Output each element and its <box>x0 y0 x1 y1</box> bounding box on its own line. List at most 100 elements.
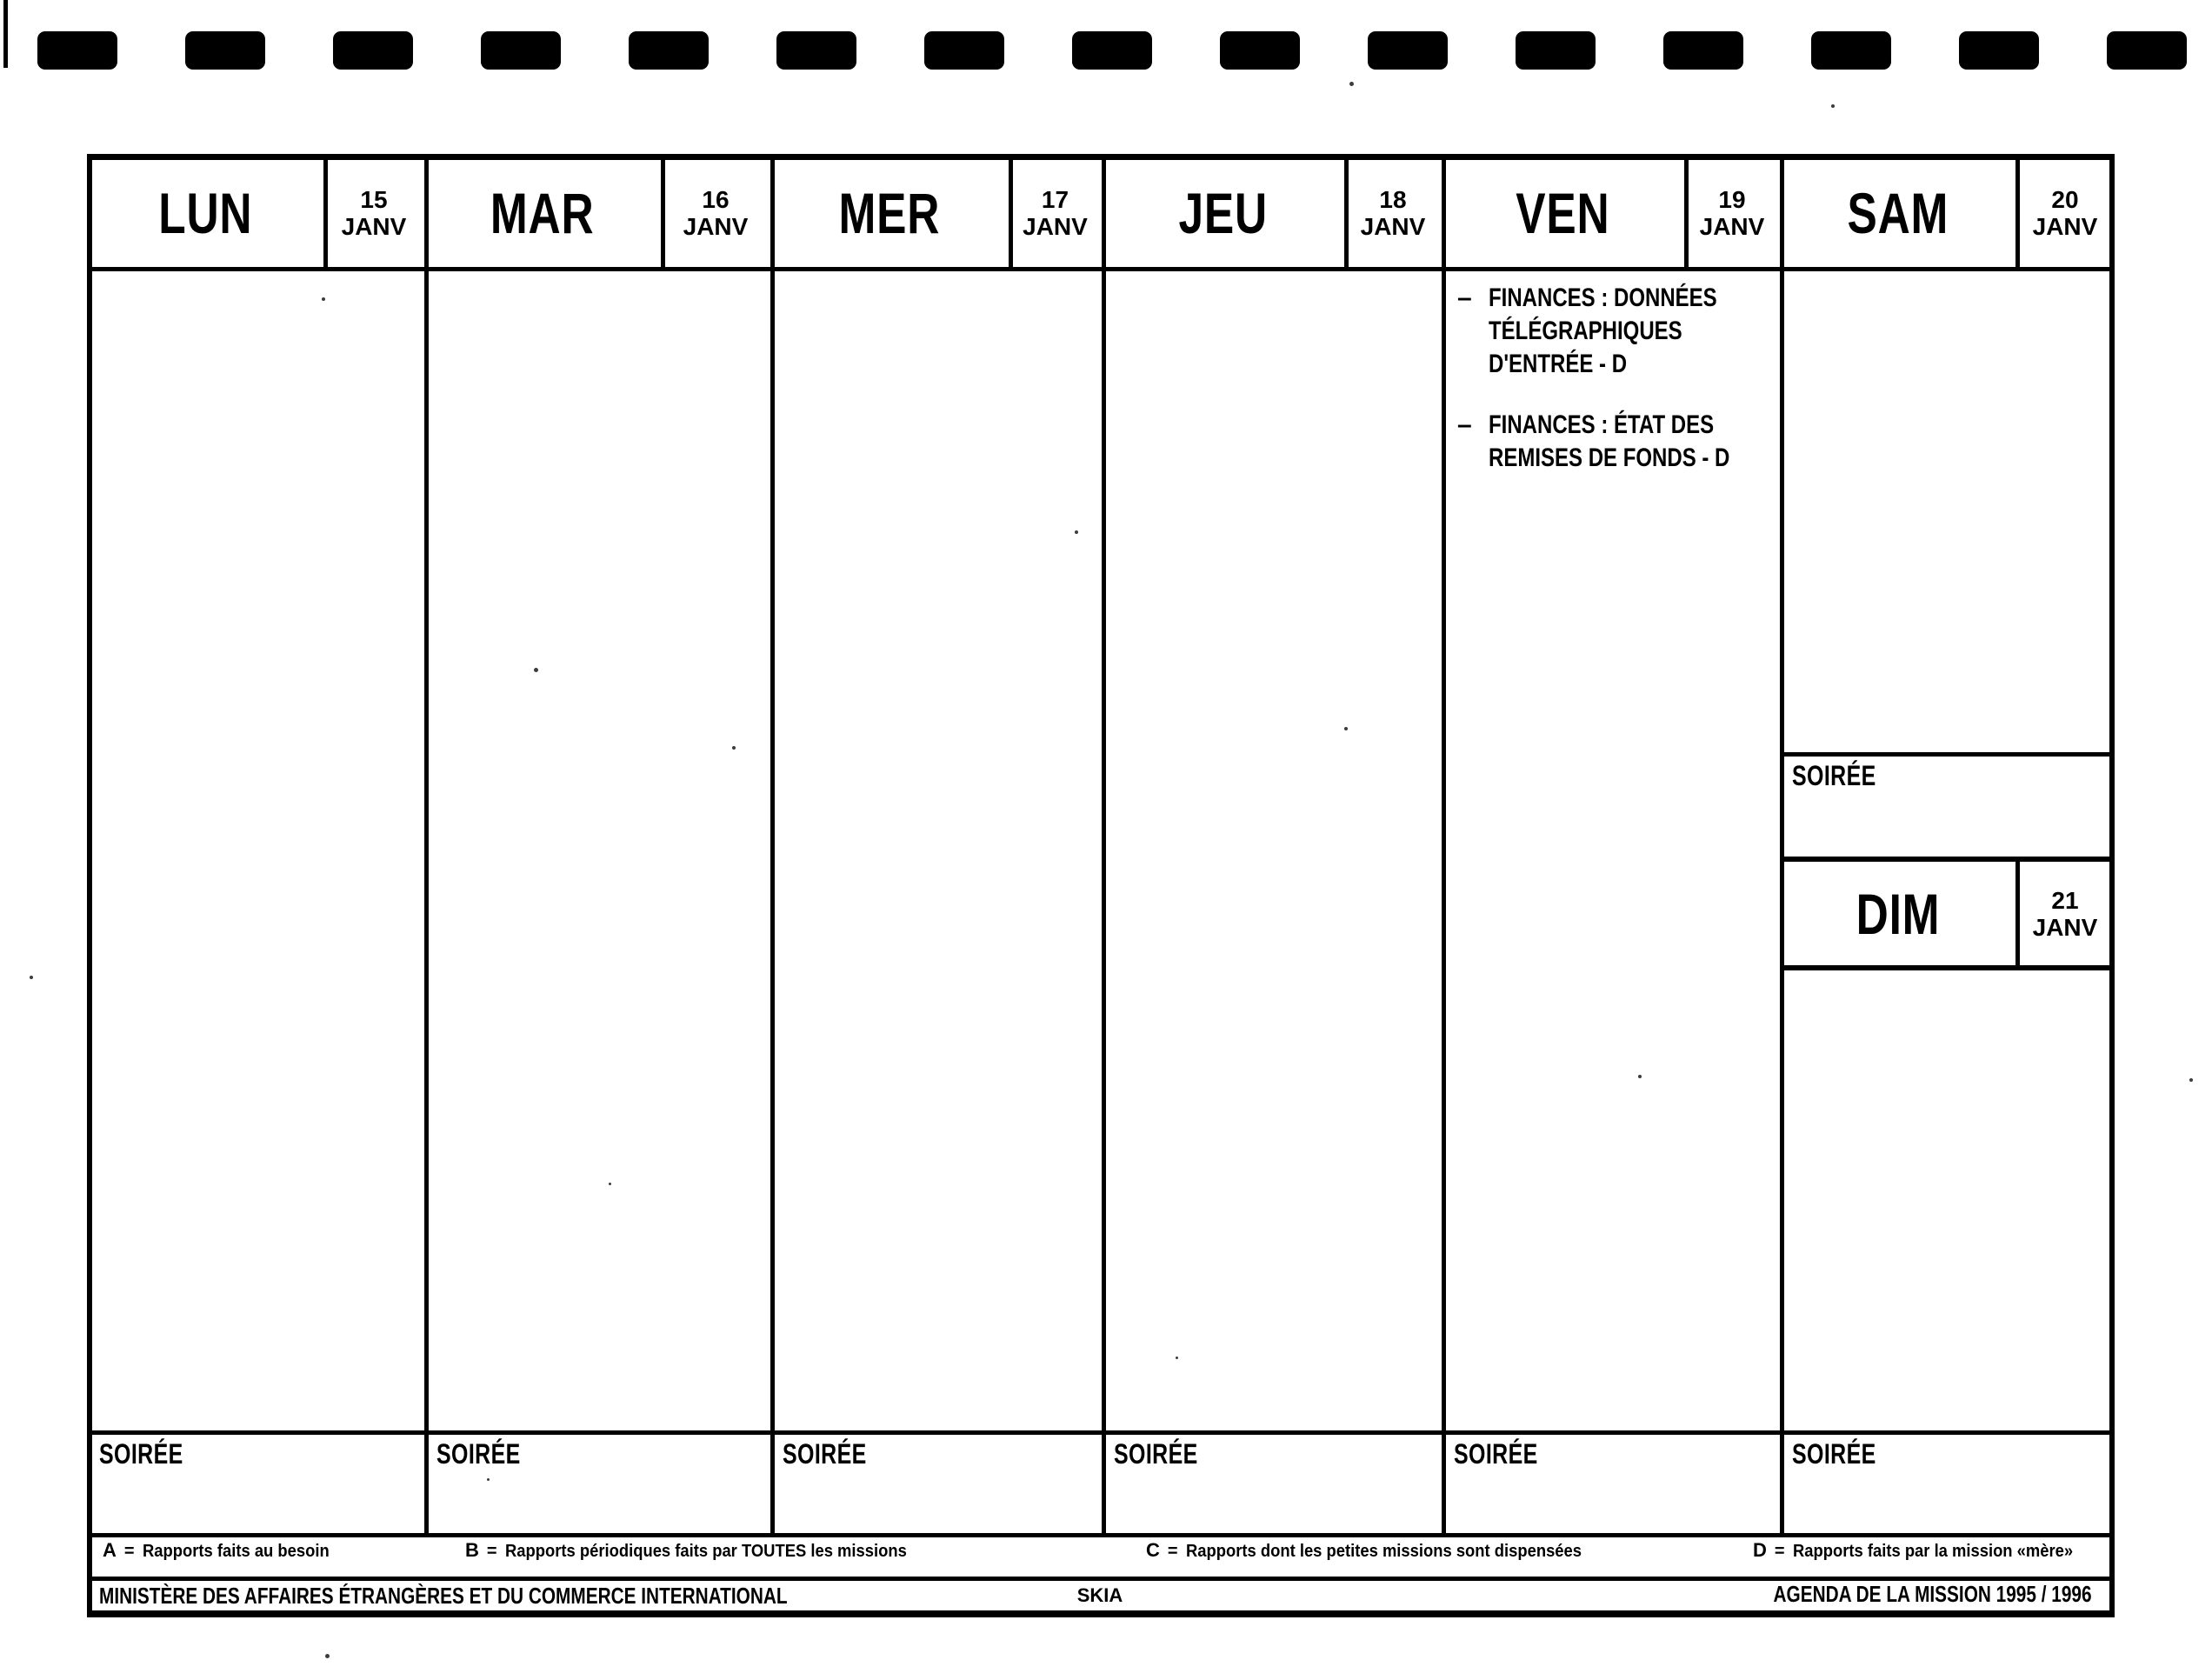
speck <box>534 668 538 672</box>
note-line: TÉLÉGRAPHIQUES <box>1489 317 1682 345</box>
note-line: FINANCES : DONNÉES <box>1489 283 1717 312</box>
speck <box>1176 1357 1178 1359</box>
date-cell-jeu: 18 JANV <box>1344 154 1442 271</box>
binding-hole <box>1220 31 1300 70</box>
binding-hole <box>1959 31 2039 70</box>
date-month: JANV <box>1023 212 1088 240</box>
date-cell-lun: 15 JANV <box>323 154 424 271</box>
binding-hole <box>1811 31 1891 70</box>
legend-item-c: C = Rapports dont les petites missions s… <box>1146 1539 1616 1562</box>
date-number: 17 <box>1041 185 1069 213</box>
scan-edge-artifact <box>3 0 8 68</box>
grid-line-date-sep <box>1684 154 1689 271</box>
binding-hole <box>1072 31 1152 70</box>
grid-line-sam-soiree-top <box>1780 752 2115 757</box>
day-header-dim: DIM <box>1780 857 2015 970</box>
day-label: DIM <box>1856 881 1940 946</box>
grid-line-col-sep <box>770 154 775 1533</box>
grid-line-header-bottom <box>87 267 2115 271</box>
footer-agenda-title: AGENDA DE LA MISSION 1995 / 1996 <box>1773 1581 2092 1607</box>
date-number: 18 <box>1379 185 1407 213</box>
legend-separator: = <box>123 1542 135 1561</box>
speck <box>322 297 325 301</box>
speck <box>2189 1078 2193 1082</box>
speck <box>30 976 33 979</box>
speck <box>487 1478 490 1481</box>
soiree-label-dim: SOIRÉE <box>1792 1438 1876 1470</box>
date-number: 19 <box>1718 185 1746 213</box>
footer-code: SKIA <box>1076 1584 1123 1606</box>
binding-hole <box>924 31 1004 70</box>
soiree-label-mer: SOIRÉE <box>783 1438 867 1470</box>
binding-hole <box>1516 31 1596 70</box>
date-cell-ven: 19 JANV <box>1684 154 1780 271</box>
date-number: 21 <box>2051 886 2079 914</box>
date-number: 20 <box>2051 185 2079 213</box>
grid-line-bottom <box>87 1610 2115 1617</box>
day-label: MER <box>838 180 941 245</box>
day-header-jeu: JEU <box>1102 154 1344 271</box>
legend-key: C <box>1146 1539 1160 1561</box>
day-header-ven: VEN <box>1442 154 1684 271</box>
day-header-mer: MER <box>770 154 1009 271</box>
speck <box>325 1654 330 1658</box>
binding-hole <box>333 31 413 70</box>
grid-line-footer-top <box>87 1577 2115 1581</box>
binding-hole <box>185 31 265 70</box>
speck <box>1075 530 1078 534</box>
day-header-lun: LUN <box>87 154 323 271</box>
date-number: 15 <box>360 185 388 213</box>
grid-line-date-sep <box>323 154 328 271</box>
date-month: JANV <box>341 212 407 240</box>
grid-line-date-sep <box>661 154 665 271</box>
date-month: JANV <box>1360 212 1426 240</box>
day-header-mar: MAR <box>424 154 661 271</box>
legend-text: Rapports périodiques faits par TOUTES le… <box>504 1542 907 1561</box>
legend-key: D <box>1753 1539 1767 1561</box>
date-month: JANV <box>1699 212 1765 240</box>
legend-item-b: B = Rapports périodiques faits par TOUTE… <box>465 1539 942 1562</box>
binding-hole <box>481 31 561 70</box>
day-label: JEU <box>1178 180 1268 245</box>
speck <box>1831 104 1835 108</box>
day-label: MAR <box>490 180 595 245</box>
soiree-label-sam: SOIRÉE <box>1792 760 1876 791</box>
speck <box>732 746 736 750</box>
speck <box>1344 727 1348 730</box>
grid-line-date-sep <box>1344 154 1349 271</box>
legend-text: Rapports faits au besoin <box>142 1542 330 1561</box>
note-line: REMISES DE FONDS - D <box>1489 443 1730 472</box>
grid-line-col-sep <box>1780 154 1784 1533</box>
date-cell-dim: 21 JANV <box>2015 857 2115 970</box>
date-cell-mer: 17 JANV <box>1009 154 1102 271</box>
legend-key: B <box>465 1539 479 1561</box>
grid-line-legend-top <box>87 1533 2115 1537</box>
grid-line-dim-top <box>1780 857 2115 862</box>
grid-line-soiree-row-top <box>87 1430 2115 1435</box>
day-label: SAM <box>1847 180 1949 245</box>
grid-line-date-sep <box>2015 154 2020 271</box>
binding-hole <box>1368 31 1448 70</box>
grid-line-date-sep <box>1009 154 1013 271</box>
speck <box>1349 82 1354 86</box>
grid-line-col-sep <box>1102 154 1106 1533</box>
grid-line-dim-date-sep <box>2015 857 2020 970</box>
soiree-label-jeu: SOIRÉE <box>1114 1438 1198 1470</box>
legend-item-a: A = Rapports faits au besoin <box>103 1539 345 1562</box>
binding-hole <box>37 31 117 70</box>
speck <box>1638 1075 1642 1078</box>
binding-hole <box>2107 31 2187 70</box>
legend-separator: = <box>1774 1542 1785 1561</box>
legend-key: A <box>103 1539 117 1561</box>
speck <box>609 1183 611 1185</box>
grid-line-right-border <box>2109 154 2115 1617</box>
footer-ministry: MINISTÈRE DES AFFAIRES ÉTRANGÈRES ET DU … <box>99 1583 788 1609</box>
grid-line-col-sep <box>1442 154 1446 1533</box>
grid-line-dim-bottom <box>1780 965 2115 970</box>
date-number: 16 <box>702 185 730 213</box>
grid-line-top <box>87 154 2115 160</box>
note-bullet: – <box>1457 283 1472 312</box>
binding-hole <box>776 31 856 70</box>
note-bullet: – <box>1457 410 1472 439</box>
day-label: LUN <box>157 180 253 245</box>
